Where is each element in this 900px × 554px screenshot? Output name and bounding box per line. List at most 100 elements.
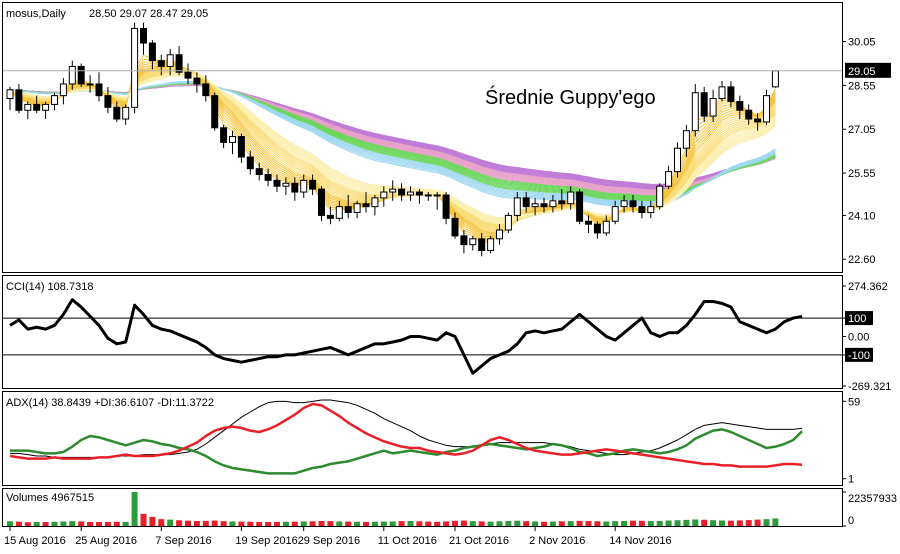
candle — [344, 194, 352, 219]
candle-body-down — [593, 223, 601, 234]
price-panel-title: mosus,Daily — [6, 8, 66, 20]
volume-bar — [656, 520, 663, 526]
volume-bar — [763, 519, 770, 526]
candle-body-down — [451, 217, 459, 237]
volume-bar — [167, 519, 174, 526]
candle-body-up — [166, 54, 174, 67]
candle-body-down — [220, 127, 228, 143]
cci-line — [9, 298, 803, 375]
candle — [460, 230, 468, 254]
volume-bar — [541, 521, 547, 526]
candle — [353, 200, 361, 219]
volume-bar — [567, 521, 574, 526]
candle-body-up — [691, 92, 699, 132]
volume-bar — [621, 520, 628, 526]
volume-bar — [585, 520, 592, 526]
candle-body-up — [531, 203, 539, 208]
volume-bar — [638, 520, 645, 526]
volume-bar — [558, 521, 565, 526]
volume-bar — [594, 521, 601, 526]
volume-panel-title: Volumes 4967515 — [6, 492, 94, 504]
candle — [140, 22, 147, 55]
price-axis: 30.05 28.55 27.05 25.55 24.10 22.60 29.05 — [3, 37, 891, 266]
candle — [496, 224, 503, 245]
candle-body-down — [264, 174, 272, 181]
candle-body-down — [113, 106, 121, 120]
candle-body-down — [157, 60, 165, 67]
candle-body-up — [469, 238, 477, 246]
candle — [674, 142, 681, 178]
candle-body-up — [424, 194, 432, 197]
candle — [638, 200, 646, 219]
candle — [487, 235, 495, 254]
date-tick-label: 15 Aug 2016 — [4, 535, 66, 547]
adx-axis: 59 1 — [842, 396, 860, 486]
candle-body-down — [175, 54, 183, 73]
candle-body-down — [558, 200, 566, 205]
candle-body-down — [246, 156, 254, 170]
candle-body-up — [86, 83, 94, 86]
volume-bar — [576, 520, 583, 526]
volume-bar — [514, 520, 521, 526]
volume-bar — [380, 521, 387, 526]
candle — [611, 200, 619, 225]
date-tick-label: 14 Nov 2016 — [609, 535, 671, 547]
candle — [389, 180, 397, 201]
volume-bar — [407, 520, 414, 526]
candle — [95, 72, 103, 102]
cci-series — [3, 298, 842, 375]
candle-body-up — [6, 89, 14, 100]
candle — [469, 235, 477, 251]
candle — [237, 133, 245, 163]
candle-body-up — [674, 147, 681, 173]
candle-body-down — [754, 118, 762, 123]
volume-bar — [185, 520, 191, 526]
candle — [415, 189, 423, 204]
candle — [540, 197, 548, 213]
candle-body-down — [15, 89, 23, 111]
volume-bar — [318, 520, 325, 526]
candle-body-up — [24, 103, 32, 111]
volume-bar — [309, 521, 316, 526]
candle — [647, 200, 655, 219]
volume-bar — [630, 520, 636, 526]
candle — [318, 186, 325, 222]
minus-di-line — [9, 402, 803, 468]
volume-bar — [719, 520, 725, 526]
candlesticks — [6, 22, 779, 257]
candle-body-up — [229, 136, 236, 143]
candle-body-up — [335, 206, 343, 219]
candle-body-up — [371, 197, 379, 208]
candle — [157, 54, 165, 76]
volume-bar — [603, 521, 610, 526]
candle — [736, 95, 744, 120]
volume-axis: 22357933 0 — [842, 491, 897, 527]
candle — [691, 83, 699, 137]
candle — [682, 124, 690, 157]
volume-bar — [60, 521, 67, 526]
volume-bar — [363, 521, 369, 526]
volume-tick-label: 0 — [848, 515, 854, 527]
last-price-badge — [845, 62, 891, 78]
candle-body-down — [211, 95, 219, 129]
candle-body-down — [291, 182, 299, 193]
candle-body-up — [620, 200, 628, 208]
candle — [148, 40, 156, 70]
adx-tick-label: 1 — [848, 474, 854, 486]
volume-panel-frame — [2, 488, 843, 527]
volume-bar — [710, 520, 717, 526]
candle-body-down — [540, 203, 548, 208]
candle — [273, 174, 281, 193]
candle — [549, 194, 557, 213]
candle — [771, 70, 779, 88]
candle-body-down — [193, 77, 201, 85]
candle — [531, 197, 539, 216]
candle-body-down — [727, 86, 735, 102]
plus-di-line — [10, 428, 803, 475]
candle — [33, 95, 41, 114]
volume-bar — [327, 521, 334, 526]
volume-bar — [354, 521, 361, 526]
cci-tick-label: 0.00 — [848, 331, 869, 343]
candle — [665, 165, 673, 190]
